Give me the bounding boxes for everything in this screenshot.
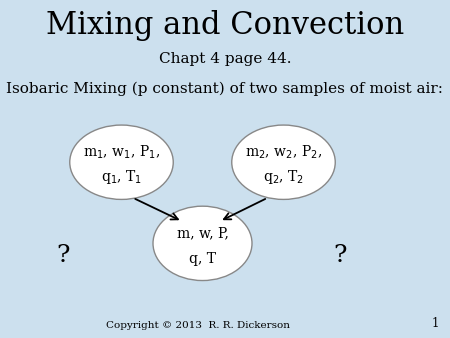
Text: Copyright © 2013  R. R. Dickerson: Copyright © 2013 R. R. Dickerson [106, 320, 290, 330]
Text: q, T: q, T [189, 251, 216, 266]
Ellipse shape [153, 206, 252, 281]
Text: m, w, P,: m, w, P, [176, 226, 229, 240]
Text: m$_2$, w$_2$, P$_2$,: m$_2$, w$_2$, P$_2$, [245, 143, 322, 161]
Text: ?: ? [333, 244, 346, 267]
Text: q$_1$, T$_1$: q$_1$, T$_1$ [101, 168, 142, 187]
Text: q$_2$, T$_2$: q$_2$, T$_2$ [263, 168, 304, 187]
Text: ?: ? [56, 244, 70, 267]
Text: m$_1$, w$_1$, P$_1$,: m$_1$, w$_1$, P$_1$, [83, 143, 160, 161]
Text: Mixing and Convection: Mixing and Convection [46, 10, 404, 41]
Ellipse shape [232, 125, 335, 199]
Text: Isobaric Mixing (p constant) of two samples of moist air:: Isobaric Mixing (p constant) of two samp… [6, 81, 444, 96]
Text: Chapt 4 page 44.: Chapt 4 page 44. [159, 52, 291, 66]
Text: 1: 1 [432, 317, 439, 330]
Ellipse shape [70, 125, 173, 199]
